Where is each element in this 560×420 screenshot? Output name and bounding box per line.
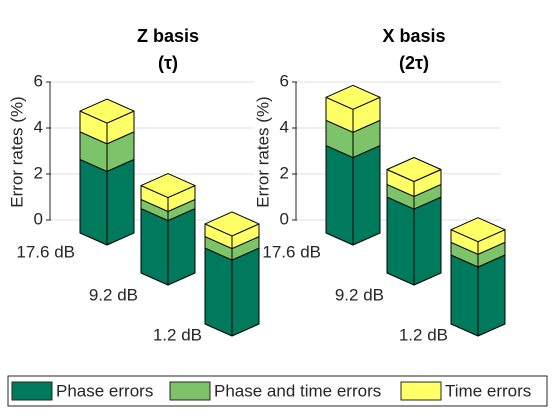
y-tick-label: 6: [34, 71, 43, 90]
x-tick-label: 17.6 dB: [16, 242, 75, 261]
legend-box: [7, 375, 548, 407]
bar-left-face: [450, 254, 479, 337]
y-tick-label: 4: [280, 117, 289, 136]
x-tick-label: 1.2 dB: [153, 325, 202, 344]
bar-left-face: [140, 208, 169, 286]
bar-right-face: [106, 158, 135, 246]
legend-swatch: [400, 381, 442, 401]
bar-right-face: [477, 254, 506, 337]
bar-top-face: [450, 217, 506, 243]
legend-label: Phase and time errors: [214, 381, 381, 400]
bar-top-face: [204, 211, 260, 237]
chart-title: Z basis: [137, 26, 199, 46]
bar-left-face: [325, 145, 354, 246]
legend-swatch: [11, 381, 53, 401]
legend-label: Phase errors: [56, 381, 153, 400]
bar-right-face: [231, 247, 260, 337]
y-tick-label: 4: [34, 117, 43, 136]
chart-subtitle: (τ): [158, 53, 178, 73]
bar-top-face: [386, 157, 442, 182]
y-tick-label: 6: [280, 71, 289, 90]
bar-left-face: [204, 247, 233, 337]
bar-left-face: [79, 158, 108, 246]
bar-right-face: [352, 145, 381, 246]
y-axis-label: Error rates (%): [253, 96, 272, 207]
bar-top-face: [79, 98, 135, 124]
bar-top-face: [140, 173, 196, 199]
y-tick-label: 2: [280, 163, 289, 182]
y-axis-label: Error rates (%): [7, 96, 26, 207]
y-tick-label: 0: [34, 209, 43, 228]
chart-title: X basis: [382, 26, 445, 46]
x-tick-label: 9.2 dB: [89, 285, 138, 304]
x-tick-label: 1.2 dB: [399, 325, 448, 344]
bar-top-face: [325, 84, 381, 110]
legend-label: Time errors: [445, 381, 531, 400]
legend-swatch: [169, 381, 211, 401]
bar-right-face: [167, 208, 196, 286]
x-tick-label: 17.6 dB: [262, 242, 321, 261]
y-tick-label: 0: [280, 209, 289, 228]
bar-left-face: [386, 196, 415, 286]
chart-subtitle: (2τ): [399, 53, 429, 73]
bar-right-face: [413, 196, 442, 286]
y-tick-label: 2: [34, 163, 43, 182]
x-tick-label: 9.2 dB: [335, 285, 384, 304]
